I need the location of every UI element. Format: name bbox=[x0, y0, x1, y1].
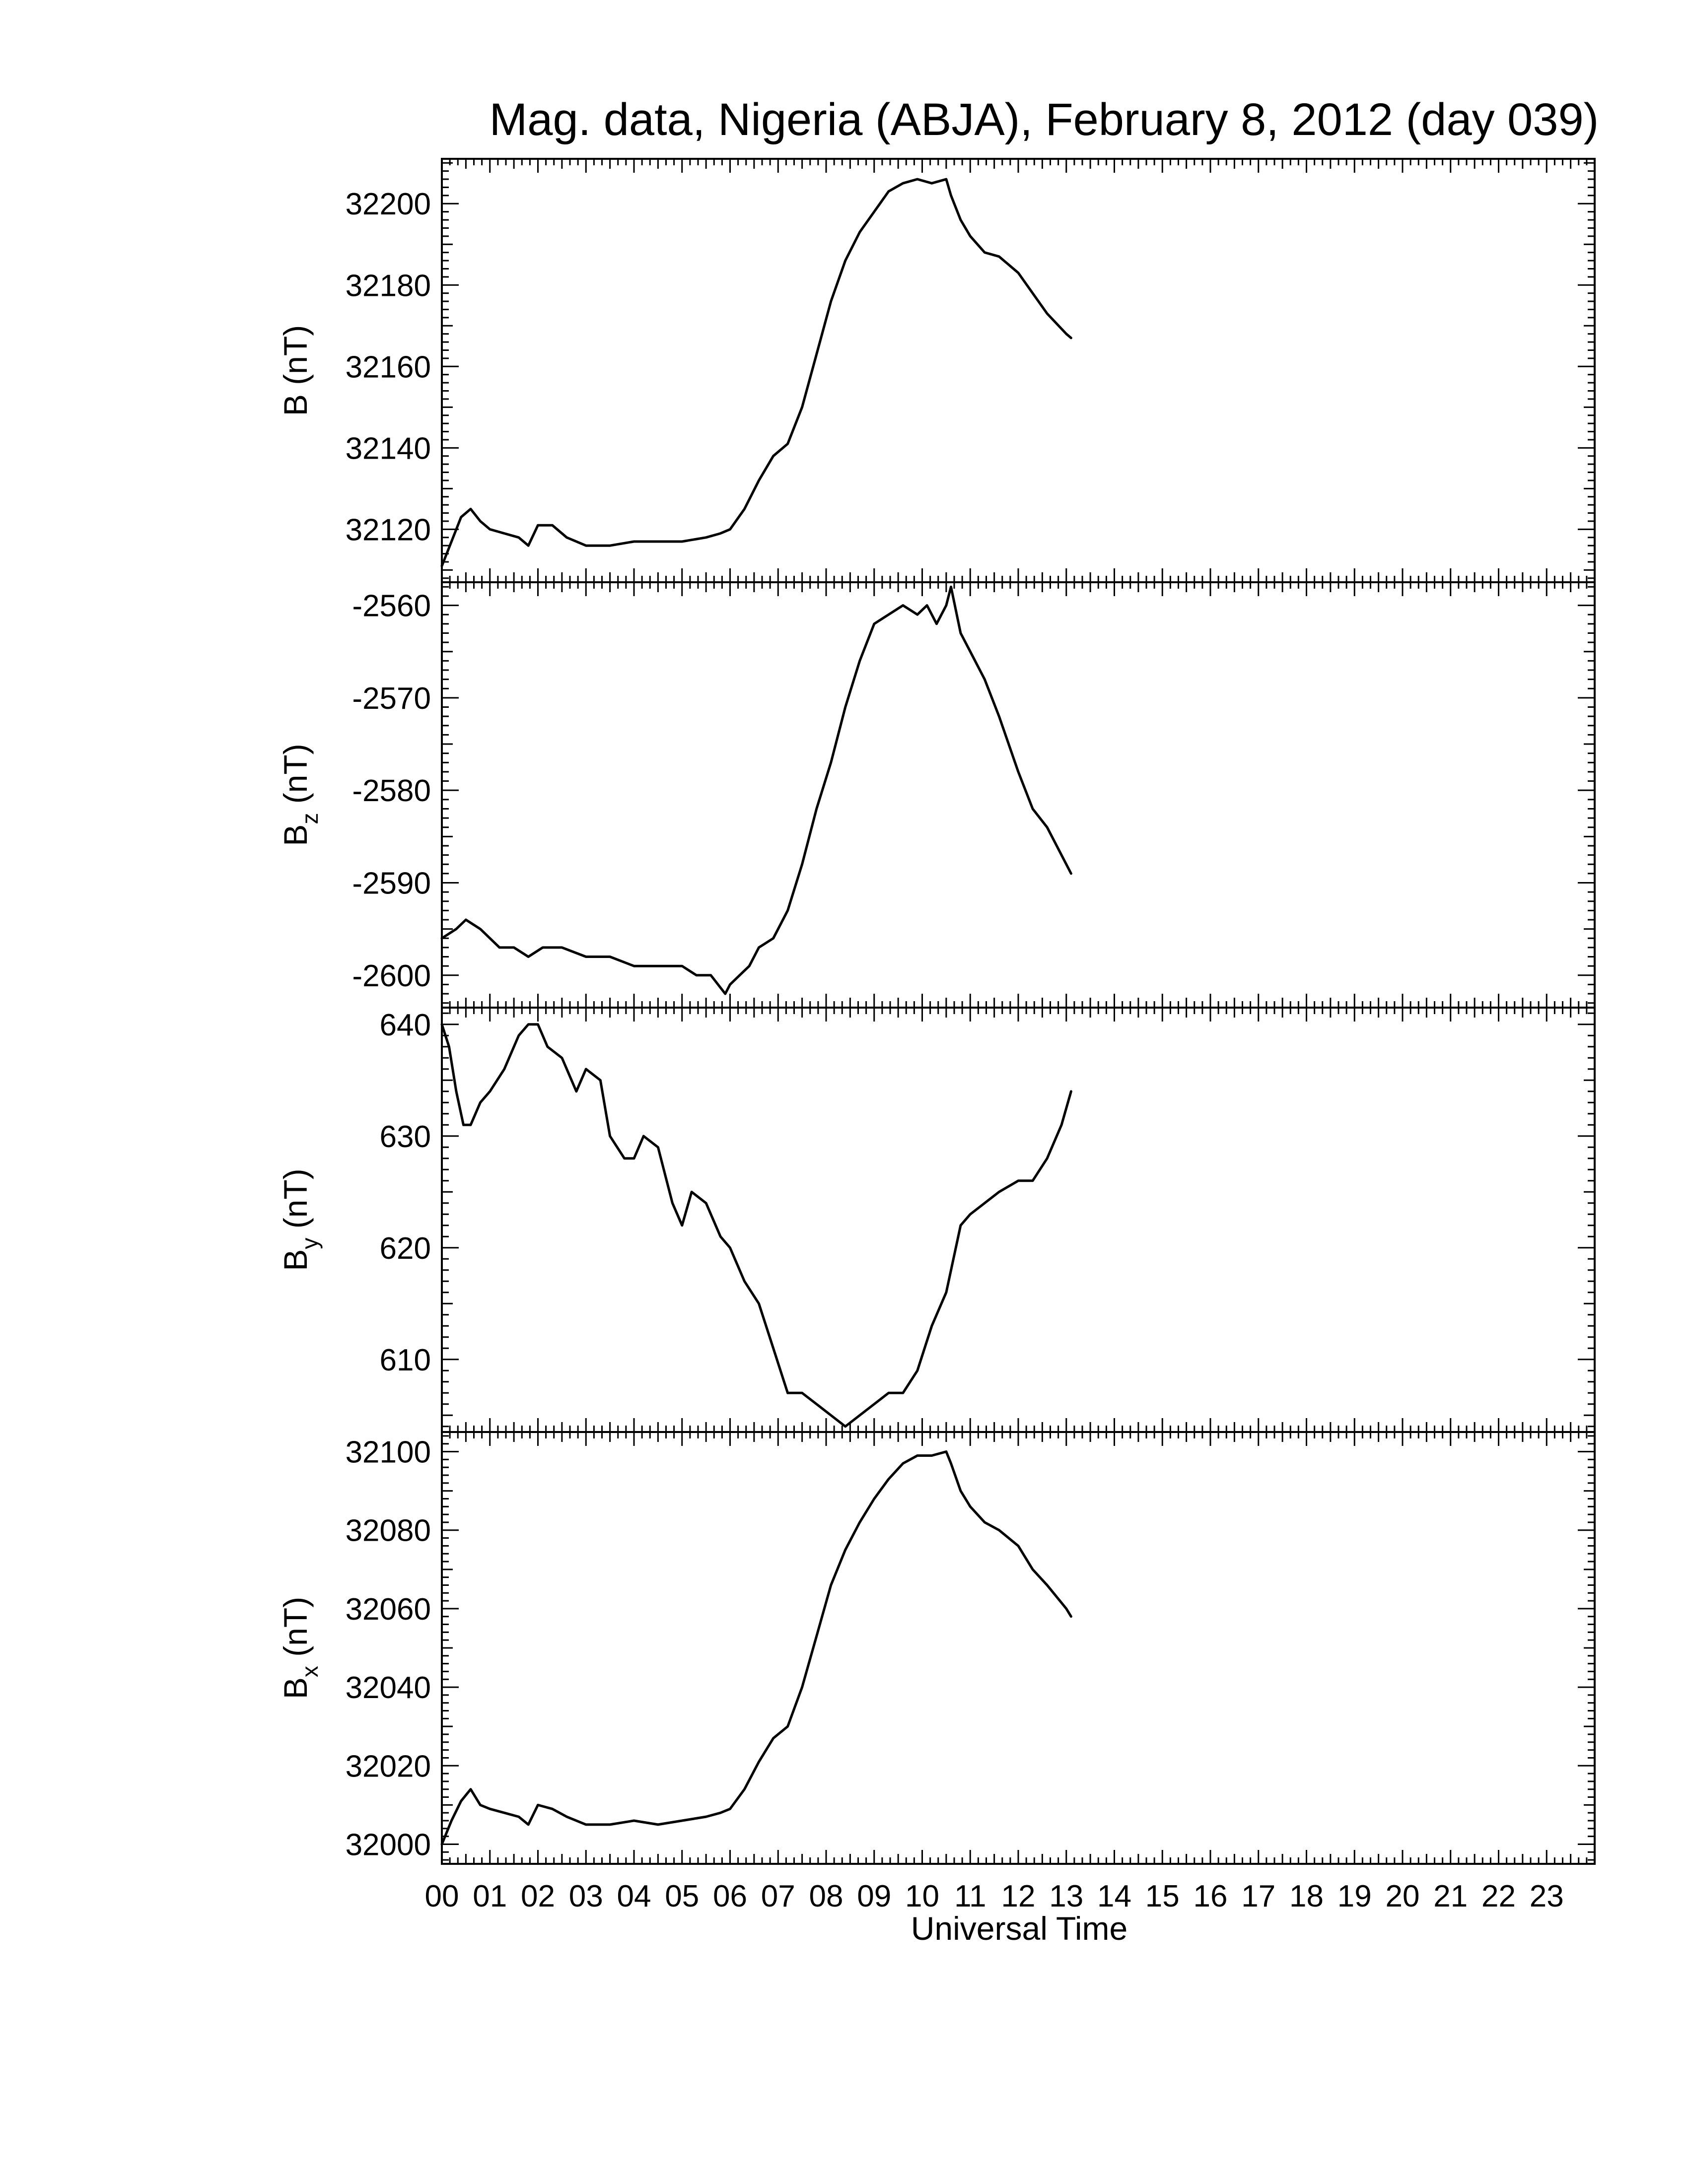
y-tick-label: 32120 bbox=[346, 513, 431, 547]
x-tick-label: 17 bbox=[1241, 1879, 1275, 1913]
y-tick-label: 32040 bbox=[346, 1671, 431, 1705]
x-tick-label: 11 bbox=[954, 1879, 986, 1913]
y-tick-label: -2560 bbox=[352, 589, 431, 623]
x-tick-label: 22 bbox=[1481, 1879, 1516, 1913]
y-axis-title-main: B bbox=[277, 1677, 314, 1699]
y-axis-title-unit: (nT) bbox=[277, 1168, 314, 1237]
y-tick-label: -2580 bbox=[352, 774, 431, 808]
panel-By: 610 620 630 640 By (nT) bbox=[277, 1007, 1596, 1433]
x-tick-label: 18 bbox=[1289, 1879, 1324, 1913]
y-axis-title: Bz (nT) bbox=[277, 744, 323, 846]
series-line-Bx bbox=[440, 1450, 1072, 1845]
x-tick-label: 06 bbox=[713, 1879, 747, 1913]
y-axis-title-subscript: y bbox=[297, 1238, 323, 1249]
y-tick-label: 620 bbox=[380, 1231, 431, 1266]
x-tick-label: 21 bbox=[1433, 1879, 1468, 1913]
y-tick-label: 32140 bbox=[346, 431, 431, 466]
y-tick-label: 32100 bbox=[346, 1435, 431, 1470]
panel-frame bbox=[441, 158, 1596, 583]
y-tick-label: 32000 bbox=[346, 1828, 431, 1862]
y-axis-title-subscript: x bbox=[297, 1666, 323, 1677]
x-tick-label: 07 bbox=[761, 1879, 795, 1913]
panel-Bx: 32000 32020 32040 32060 32080 32100 Bx (nT) bbox=[277, 1431, 1596, 1865]
x-tick-label: 14 bbox=[1097, 1879, 1131, 1913]
x-axis: 00 01 02 03 04 05 06 07 08 09 10 11 12 13 14 15 16 17 18 19… bbox=[425, 1879, 1564, 1913]
y-tick-label: 32160 bbox=[346, 350, 431, 384]
series-line-By bbox=[440, 1023, 1072, 1428]
x-tick-label: 13 bbox=[1049, 1879, 1083, 1913]
y-axis-title-unit: (nT) bbox=[277, 325, 314, 394]
y-tick-label: 32200 bbox=[346, 187, 431, 221]
x-axis-title: Universal Time bbox=[911, 1910, 1127, 1947]
y-axis-title-main: B bbox=[277, 394, 314, 416]
y-axis-title-unit: (nT) bbox=[277, 1597, 314, 1666]
series-line-B bbox=[440, 178, 1072, 567]
panel-frame bbox=[441, 1431, 1596, 1865]
y-tick-label: 630 bbox=[380, 1120, 431, 1154]
panel-frame bbox=[441, 1007, 1596, 1433]
panel-Bz: -2600 -2590 -2580 -2570 -2560 Bz (nT) bbox=[277, 581, 1596, 1009]
y-axis-title-unit: (nT) bbox=[277, 744, 314, 813]
y-tick-label: 32180 bbox=[346, 269, 431, 303]
panel-frame bbox=[441, 581, 1596, 1009]
x-tick-label: 01 bbox=[473, 1879, 507, 1913]
x-tick-label: 23 bbox=[1530, 1879, 1564, 1913]
y-axis-title: Bx (nT) bbox=[277, 1597, 323, 1699]
x-tick-label: 19 bbox=[1337, 1879, 1372, 1913]
y-tick-label: -2600 bbox=[352, 959, 431, 993]
y-tick-label: 32020 bbox=[346, 1749, 431, 1783]
x-tick-label: 20 bbox=[1386, 1879, 1420, 1913]
panel-B: 32120 32140 32160 32180 32200 B (nT) bbox=[277, 158, 1596, 583]
series-line-Bz bbox=[440, 585, 1072, 995]
x-tick-label: 05 bbox=[665, 1879, 699, 1913]
y-axis-title-main: B bbox=[277, 824, 314, 846]
x-tick-label: 09 bbox=[857, 1879, 891, 1913]
x-tick-label: 12 bbox=[1001, 1879, 1036, 1913]
y-tick-label: 32080 bbox=[346, 1514, 431, 1548]
chart-title: Mag. data, Nigeria (ABJA), February 8, 2… bbox=[490, 94, 1599, 145]
y-tick-label: 32060 bbox=[346, 1592, 431, 1627]
x-tick-label: 08 bbox=[809, 1879, 844, 1913]
x-tick-label: 03 bbox=[569, 1879, 603, 1913]
x-tick-label: 04 bbox=[617, 1879, 651, 1913]
y-tick-label: 610 bbox=[380, 1343, 431, 1377]
y-axis-title: B (nT) bbox=[277, 325, 314, 416]
y-tick-label: 640 bbox=[380, 1008, 431, 1042]
y-axis-title: By (nT) bbox=[277, 1168, 323, 1271]
y-tick-label: -2570 bbox=[352, 682, 431, 716]
y-axis-title-subscript: z bbox=[297, 813, 323, 824]
y-axis-title-main: B bbox=[277, 1249, 314, 1271]
x-tick-label: 00 bbox=[425, 1879, 459, 1913]
x-tick-label: 15 bbox=[1145, 1879, 1180, 1913]
x-tick-label: 02 bbox=[521, 1879, 555, 1913]
x-tick-label: 16 bbox=[1194, 1879, 1228, 1913]
x-tick-label: 10 bbox=[905, 1879, 939, 1913]
y-tick-label: -2590 bbox=[352, 866, 431, 900]
panels-group: 32120 32140 32160 32180 32200 B (nT) -2600 -259… bbox=[277, 158, 1596, 1865]
